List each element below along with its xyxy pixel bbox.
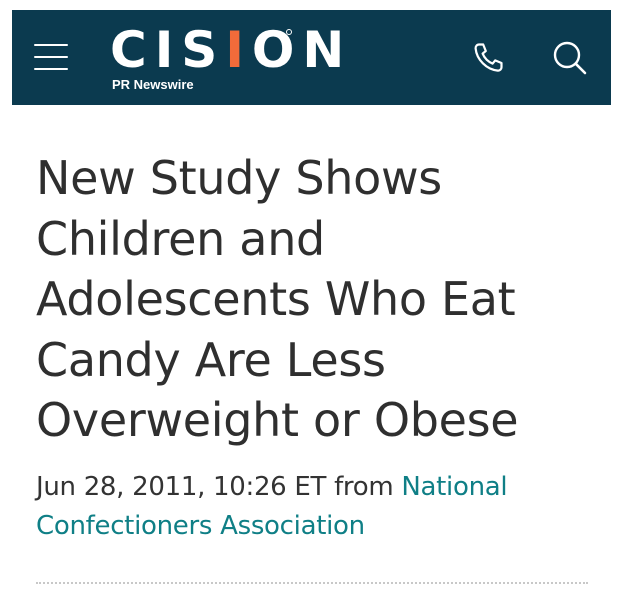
search-icon-graphic — [553, 41, 587, 75]
phone-icon[interactable] — [470, 40, 506, 76]
trademark-mark — [286, 29, 292, 35]
article-headline: New Study Shows Children and Adolescents… — [36, 151, 519, 447]
logo-subtitle: PR Newswire — [112, 77, 194, 92]
search-icon[interactable] — [551, 39, 589, 77]
cision-logo[interactable]: CISION PR Newswire — [110, 23, 344, 93]
logo-wordmark-right: ON — [251, 21, 353, 79]
logo-wordmark: CISION — [110, 23, 352, 77]
from-label: from — [334, 472, 394, 502]
menu-bar — [34, 44, 68, 46]
logo-wordmark-accent: I — [225, 21, 252, 79]
hamburger-menu-icon[interactable] — [34, 44, 68, 70]
source-link[interactable]: National Confectioners Association — [36, 472, 508, 541]
dotted-divider — [36, 582, 588, 584]
site-header: CISION PR Newswire — [12, 10, 611, 105]
publish-date: Jun 28, 2011, 10:26 ET — [36, 472, 327, 502]
phone-icon-graphic — [474, 43, 503, 72]
article-dateline: Jun 28, 2011, 10:26 ET from National Con… — [36, 468, 596, 546]
menu-bar — [34, 68, 68, 70]
menu-bar — [34, 56, 68, 58]
logo-wordmark-left: CIS — [110, 21, 226, 79]
